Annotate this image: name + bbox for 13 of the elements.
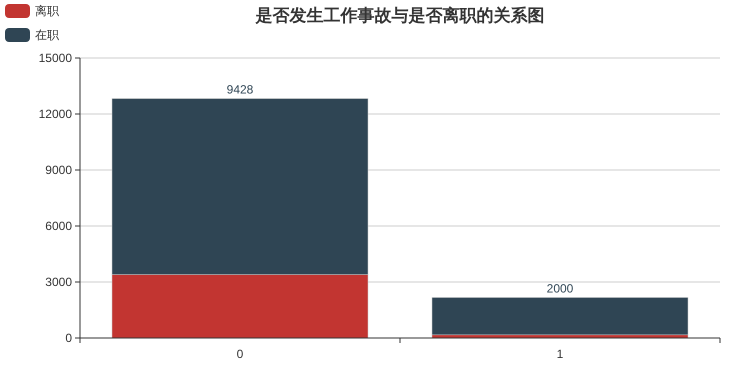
y-tick-label: 0	[65, 331, 72, 345]
y-tick-label: 6000	[45, 219, 72, 233]
data-label: 2000	[546, 281, 574, 296]
y-tick-label: 12000	[38, 107, 72, 121]
chart-title: 是否发生工作事故与是否离职的关系图	[254, 6, 544, 25]
legend-label: 离职	[35, 4, 59, 18]
y-tick-label: 15000	[38, 51, 72, 65]
x-tick-label: 1	[556, 347, 564, 361]
y-tick-label: 9000	[45, 163, 72, 177]
legend-label: 在职	[35, 28, 59, 42]
bar	[432, 297, 688, 336]
y-tick-label: 3000	[45, 275, 72, 289]
data-label: 9428	[226, 82, 254, 97]
